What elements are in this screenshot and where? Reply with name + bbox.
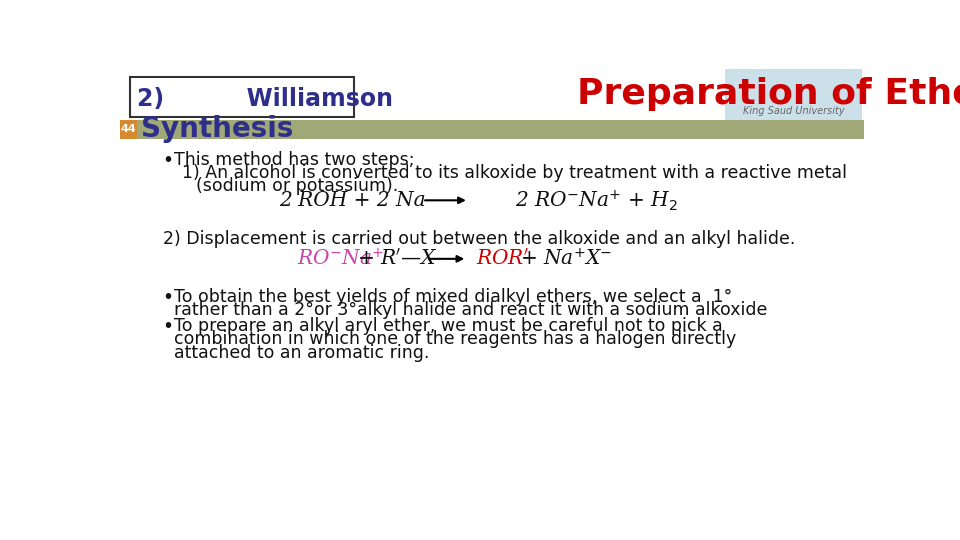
Text: To obtain the best yields of mixed dialkyl ethers, we select a  1°: To obtain the best yields of mixed dialk… (175, 288, 732, 306)
FancyBboxPatch shape (130, 77, 354, 117)
Text: combination in which one of the reagents has a halogen directly: combination in which one of the reagents… (175, 330, 736, 348)
Text: •: • (162, 151, 174, 170)
FancyBboxPatch shape (725, 69, 862, 138)
Text: 1) An alcohol is converted to its alkoxide by treatment with a reactive metal: 1) An alcohol is converted to its alkoxi… (182, 164, 847, 182)
Text: + Na$^{+}$X$^{-}$: + Na$^{+}$X$^{-}$ (520, 248, 612, 269)
FancyBboxPatch shape (120, 120, 137, 139)
Text: rather than a 2°or 3°alkyl halide and react it with a sodium alkoxide: rather than a 2°or 3°alkyl halide and re… (175, 301, 768, 319)
FancyBboxPatch shape (120, 120, 864, 139)
Text: 2 ROH + 2 Na: 2 ROH + 2 Na (279, 191, 426, 210)
Text: 2) Displacement is carried out between the alkoxide and an alkyl halide.: 2) Displacement is carried out between t… (162, 230, 795, 247)
Text: ROR$'$: ROR$'$ (476, 249, 530, 269)
Text: Synthesis: Synthesis (141, 116, 294, 144)
Text: R$'$—X: R$'$—X (379, 249, 437, 269)
Text: Preparation of Ethers: Preparation of Ethers (577, 77, 960, 111)
Text: •: • (162, 318, 174, 336)
Text: 2 RO$^{-}$Na$^{+}$ + H$_{2}$: 2 RO$^{-}$Na$^{+}$ + H$_{2}$ (516, 188, 678, 213)
Text: (sodium or potassium).: (sodium or potassium). (196, 177, 398, 195)
Text: King Saud University: King Saud University (743, 106, 844, 116)
Text: To prepare an alkyl aryl ether, we must be careful not to pick a: To prepare an alkyl aryl ether, we must … (175, 318, 723, 335)
Text: RO$^{-}$Na$^{+}$: RO$^{-}$Na$^{+}$ (297, 248, 383, 269)
Text: •: • (162, 288, 174, 307)
Text: 44: 44 (121, 125, 136, 134)
Text: This method has two steps;: This method has two steps; (175, 151, 415, 169)
Text: attached to an aromatic ring.: attached to an aromatic ring. (175, 343, 430, 362)
Text: 2)          Williamson: 2) Williamson (137, 87, 393, 111)
Text: +: + (358, 249, 375, 268)
